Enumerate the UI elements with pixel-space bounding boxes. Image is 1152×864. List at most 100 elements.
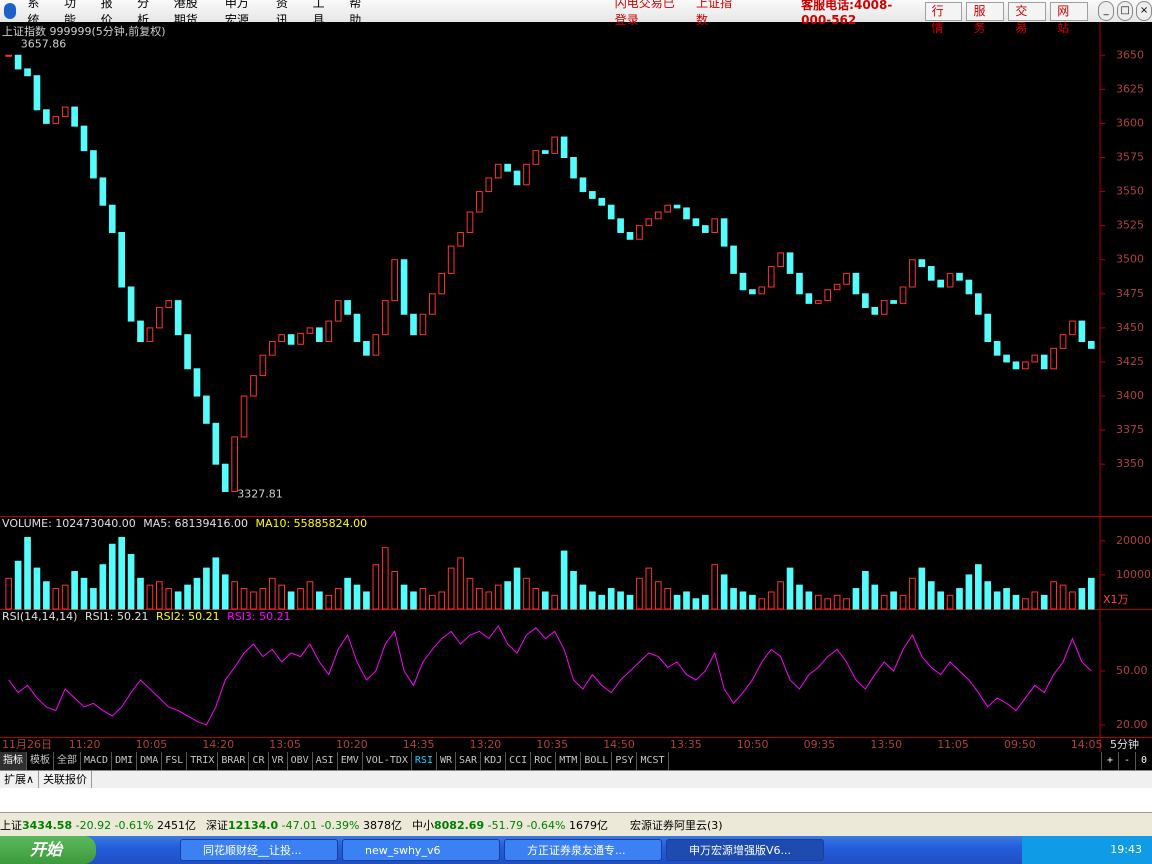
candle — [777, 252, 784, 268]
volume-bar — [560, 550, 568, 610]
volume-bar — [645, 567, 653, 610]
candle — [14, 54, 22, 70]
volume-bar — [654, 581, 662, 610]
volume-bar — [184, 584, 191, 610]
indicator-tab[interactable]: PSY — [612, 752, 638, 770]
volume-bar — [1022, 598, 1029, 610]
y-tick-label: 3425 — [1116, 355, 1144, 368]
indicator-tab[interactable]: BRAR — [218, 752, 250, 770]
menu-item[interactable]: 工具 — [312, 0, 325, 27]
minimize-button[interactable]: _ — [1098, 1, 1115, 21]
index-link[interactable]: 上证指数 — [695, 0, 732, 27]
indicator-tab[interactable]: 模板 — [27, 752, 54, 770]
menu-item[interactable]: 系统 — [27, 0, 40, 27]
volume-bar — [767, 591, 775, 610]
menu-item[interactable]: 报价 — [100, 0, 113, 27]
indicator-tab[interactable]: CCI — [506, 752, 532, 770]
indicator-tab[interactable]: DMA — [137, 752, 163, 770]
start-button[interactable]: 开始 — [0, 836, 96, 864]
y-tick-label: 3650 — [1116, 48, 1144, 61]
indicator-tab[interactable]: MCST — [637, 752, 669, 770]
volume-bar — [278, 584, 286, 610]
indicator-tab[interactable]: DMI — [112, 752, 138, 770]
candle — [71, 106, 78, 127]
candle — [485, 177, 493, 193]
menu-button[interactable]: 交易 — [1008, 1, 1047, 35]
menu-item[interactable]: 功能 — [63, 0, 76, 27]
candle — [146, 327, 154, 343]
indicator-tab[interactable]: FSL — [162, 752, 188, 770]
menu-item[interactable]: 分析 — [137, 0, 150, 27]
indicator-tab[interactable]: OBV — [288, 752, 313, 770]
task-button[interactable]: 同花顺财经__让投... — [180, 839, 338, 861]
y-tick-label: 3350 — [1116, 457, 1144, 470]
indicator-tab[interactable]: VOL-TDX — [363, 752, 412, 770]
menu-item[interactable]: 帮助 — [349, 0, 362, 27]
volume-bar — [231, 581, 238, 610]
task-button[interactable]: 方正证券泉友通专... — [504, 839, 662, 861]
restore-button[interactable]: □ — [1117, 1, 1134, 21]
candle — [165, 300, 173, 308]
candle — [184, 334, 191, 370]
indicator-tab[interactable]: ROC — [531, 752, 557, 770]
indicator-tab[interactable]: TRIX — [187, 752, 219, 770]
menu-item[interactable]: 资讯 — [276, 0, 289, 27]
indicator-tab[interactable]: KDJ — [481, 752, 507, 770]
indicator-tab[interactable]: RSI — [412, 752, 437, 770]
menu-button[interactable]: 网站 — [1050, 1, 1089, 35]
tab-control[interactable]: + — [1101, 752, 1118, 770]
volume-bar — [570, 571, 577, 610]
sub-tab[interactable]: 扩展∧ — [0, 771, 40, 788]
indicator-tab[interactable]: VR — [269, 752, 288, 770]
indicator-tab[interactable]: 指标 — [0, 752, 27, 770]
candle — [871, 306, 879, 315]
menu-button[interactable]: 行情 — [924, 1, 963, 35]
candle — [692, 218, 700, 227]
tab-controls: + -0 — [1101, 752, 1152, 770]
volume-bar — [429, 594, 436, 610]
volume-bar — [438, 591, 446, 610]
menu-item[interactable]: 港股期货 — [173, 0, 198, 27]
sub-tab[interactable]: 关联报价 — [39, 771, 93, 788]
menu-item[interactable]: 申万宏源 — [224, 0, 249, 27]
volume-bar — [607, 588, 615, 610]
indicator-tab[interactable]: CR — [249, 752, 269, 770]
candle — [607, 204, 615, 220]
menu-button[interactable]: 服务 — [966, 1, 1005, 35]
candle — [937, 279, 944, 288]
candle — [127, 286, 135, 322]
volume-bar — [702, 594, 709, 610]
candle — [758, 286, 766, 295]
hotline: 客服电话:4008-000-562 — [801, 0, 893, 27]
indicator-tab[interactable]: SAR — [456, 752, 482, 770]
indicator-tab[interactable]: ASI — [313, 752, 338, 770]
indicator-tab[interactable]: BOLL — [581, 752, 613, 770]
task-button[interactable]: new_swhy_v6 — [342, 839, 500, 861]
x-tick-label: 14:35 — [403, 738, 435, 751]
close-button[interactable]: × — [1136, 1, 1152, 21]
volume-bar — [814, 594, 822, 610]
volume-bar — [1031, 591, 1039, 610]
chart-title: 上证指数 999999(5分钟,前复权) — [2, 24, 166, 38]
candle — [993, 341, 1001, 356]
y-tick-label: 10000 — [1116, 568, 1151, 581]
task-button[interactable]: 申万宏源增强版V6... — [666, 839, 824, 861]
indicator-tab[interactable]: MACD — [81, 752, 113, 770]
y-tick-label: 3450 — [1116, 321, 1144, 334]
volume-bar — [899, 594, 907, 610]
menu-bar: 系统 功能 报价 分析 港股期货 申万宏源 资讯 工具 帮助 闪电交易已登录 上证指数 客服电话… — [0, 0, 1152, 35]
login-status[interactable]: 闪电交易已登录 — [614, 0, 675, 27]
volume-bar — [306, 581, 314, 610]
broker-name: 宏源证券阿里云(3) — [630, 818, 723, 832]
indicator-tab[interactable]: EMV — [338, 752, 363, 770]
indicator-tab[interactable]: MTM — [556, 752, 582, 770]
y-tick-label: 3600 — [1116, 116, 1144, 129]
volume-bar — [664, 588, 671, 610]
candle — [1040, 354, 1048, 370]
volume-bar — [541, 591, 549, 610]
tab-control[interactable]: - — [1118, 752, 1135, 770]
tab-control[interactable]: 0 — [1135, 752, 1152, 770]
indicator-tab[interactable]: 全部 — [54, 752, 81, 770]
indicator-tab[interactable]: WR — [437, 752, 457, 770]
volume-bar — [14, 560, 22, 610]
